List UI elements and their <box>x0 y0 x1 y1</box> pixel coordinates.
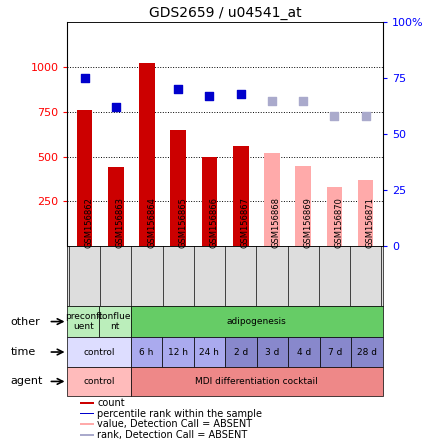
Text: conflue
nt: conflue nt <box>98 312 131 331</box>
Bar <box>139 63 155 246</box>
Point <box>81 75 88 82</box>
Text: GSM156863: GSM156863 <box>115 197 125 248</box>
Bar <box>67 337 130 367</box>
Bar <box>130 367 382 396</box>
Text: agent: agent <box>11 377 43 386</box>
Text: GSM156869: GSM156869 <box>302 197 312 248</box>
Bar <box>67 367 130 396</box>
Bar <box>67 306 99 337</box>
Text: 28 d: 28 d <box>356 348 376 357</box>
Bar <box>80 412 94 415</box>
Bar <box>130 306 382 337</box>
Text: 6 h: 6 h <box>139 348 153 357</box>
Text: count: count <box>97 398 125 408</box>
Bar <box>170 130 186 246</box>
Bar <box>108 167 123 246</box>
Point <box>299 97 306 104</box>
Text: preconfl
uent: preconfl uent <box>65 312 102 331</box>
Bar <box>99 306 130 337</box>
Text: 2 d: 2 d <box>233 348 247 357</box>
Text: GSM156870: GSM156870 <box>334 197 342 248</box>
Text: control: control <box>83 377 115 386</box>
Bar <box>287 337 319 367</box>
Text: GSM156865: GSM156865 <box>178 197 187 248</box>
Bar <box>232 146 248 246</box>
Text: 24 h: 24 h <box>199 348 219 357</box>
Text: time: time <box>11 347 36 357</box>
Text: percentile rank within the sample: percentile rank within the sample <box>97 408 262 419</box>
Bar <box>263 153 279 246</box>
Bar <box>326 187 342 246</box>
Text: 4 d: 4 d <box>296 348 310 357</box>
Text: GSM156862: GSM156862 <box>84 197 93 248</box>
Point <box>362 113 368 120</box>
Text: GSM156867: GSM156867 <box>240 197 249 248</box>
Bar <box>77 110 92 246</box>
Text: rank, Detection Call = ABSENT: rank, Detection Call = ABSENT <box>97 430 247 440</box>
Text: adipogenesis: adipogenesis <box>226 317 286 326</box>
Point <box>174 86 181 93</box>
Text: GSM156864: GSM156864 <box>147 197 156 248</box>
Point <box>112 104 119 111</box>
Text: GSM156871: GSM156871 <box>365 197 374 248</box>
Bar <box>130 337 162 367</box>
Title: GDS2659 / u04541_at: GDS2659 / u04541_at <box>148 6 301 20</box>
Point <box>237 91 243 98</box>
Text: 7 d: 7 d <box>328 348 342 357</box>
Bar <box>295 166 310 246</box>
Text: GSM156868: GSM156868 <box>271 197 280 248</box>
Bar <box>319 337 351 367</box>
Text: other: other <box>11 317 40 327</box>
Point <box>206 93 213 100</box>
Text: MDI differentiation cocktail: MDI differentiation cocktail <box>195 377 317 386</box>
Bar <box>80 434 94 436</box>
Bar <box>351 337 382 367</box>
Bar <box>357 180 372 246</box>
Point <box>268 97 275 104</box>
Text: 12 h: 12 h <box>168 348 187 357</box>
Bar <box>193 337 225 367</box>
Point <box>330 113 337 120</box>
Text: GSM156866: GSM156866 <box>209 197 218 248</box>
Bar <box>201 157 217 246</box>
Text: control: control <box>83 348 115 357</box>
Bar <box>256 337 288 367</box>
Bar <box>80 402 94 404</box>
Bar <box>225 337 256 367</box>
Text: 3 d: 3 d <box>265 348 279 357</box>
Text: value, Detection Call = ABSENT: value, Detection Call = ABSENT <box>97 420 252 429</box>
Bar <box>161 337 193 367</box>
Bar <box>80 424 94 425</box>
